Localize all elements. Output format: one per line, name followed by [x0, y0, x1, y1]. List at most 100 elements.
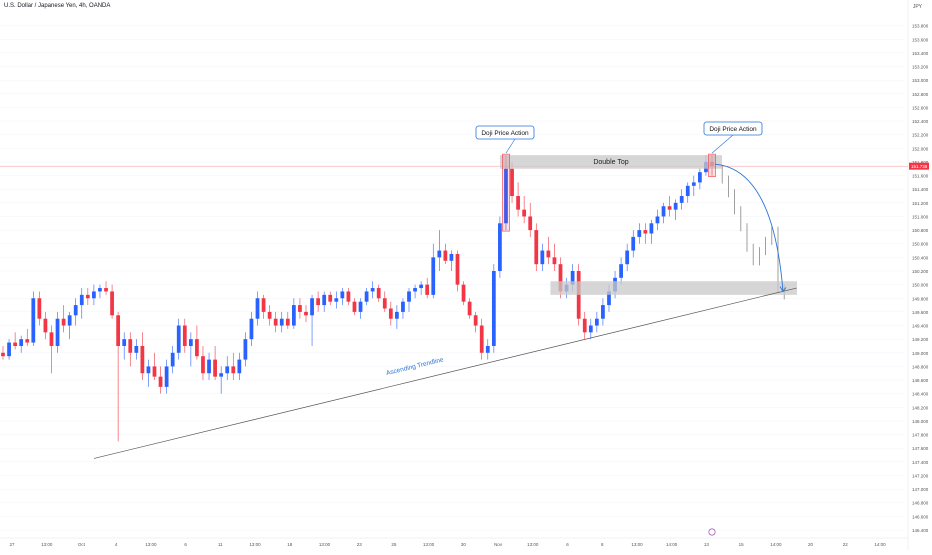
candle[interactable] [79, 294, 84, 306]
candle[interactable] [431, 257, 436, 295]
support-zone[interactable] [550, 281, 797, 295]
candle[interactable] [328, 294, 333, 302]
candle[interactable] [188, 339, 193, 346]
candle[interactable] [261, 298, 266, 312]
candle[interactable] [461, 284, 466, 302]
candle[interactable] [425, 284, 430, 295]
candle[interactable] [485, 345, 490, 353]
candle[interactable] [207, 359, 211, 374]
candle[interactable] [625, 250, 630, 265]
candle[interactable] [164, 366, 169, 387]
candle[interactable] [1, 352, 5, 357]
candle[interactable] [679, 196, 684, 203]
candle[interactable] [285, 318, 290, 326]
candle[interactable] [649, 223, 654, 234]
candle[interactable] [92, 291, 96, 299]
candle[interactable] [304, 311, 308, 316]
candle[interactable] [182, 325, 187, 346]
candle[interactable] [243, 339, 248, 360]
candle[interactable] [73, 305, 78, 316]
candle[interactable] [601, 305, 605, 319]
candle[interactable] [140, 345, 145, 374]
candle[interactable] [401, 301, 405, 312]
candle[interactable] [449, 253, 454, 261]
candle[interactable] [364, 291, 369, 302]
candle[interactable] [358, 301, 363, 312]
candle[interactable] [43, 318, 48, 333]
candle[interactable] [667, 206, 672, 210]
candle[interactable] [122, 339, 127, 346]
candle[interactable] [552, 257, 557, 265]
candle[interactable] [25, 339, 30, 343]
candle[interactable] [146, 366, 151, 374]
candle[interactable] [376, 288, 381, 299]
candle[interactable] [570, 271, 575, 285]
candle[interactable] [370, 288, 375, 292]
candle[interactable] [31, 298, 36, 343]
candle[interactable] [37, 298, 42, 319]
candle[interactable] [128, 339, 133, 353]
candle[interactable] [310, 298, 314, 316]
candle[interactable] [594, 318, 599, 326]
candle[interactable] [655, 216, 660, 224]
candle[interactable] [158, 376, 163, 387]
candle[interactable] [631, 236, 636, 251]
candle[interactable] [7, 342, 11, 357]
candle[interactable] [395, 311, 399, 319]
candle[interactable] [491, 271, 496, 346]
candle[interactable] [382, 298, 387, 309]
candle[interactable] [231, 366, 236, 374]
candle[interactable] [213, 359, 217, 377]
candle[interactable] [49, 332, 54, 346]
doji-callout-left-box[interactable] [475, 125, 535, 140]
candle[interactable] [588, 325, 593, 333]
candle[interactable] [619, 264, 623, 278]
candle[interactable] [467, 301, 472, 316]
candle[interactable] [237, 359, 242, 374]
ascending-trendline[interactable] [93, 287, 797, 459]
candle[interactable] [437, 250, 442, 258]
candle[interactable] [522, 209, 527, 217]
candle[interactable] [388, 308, 393, 319]
candle[interactable] [19, 339, 24, 346]
event-marker-icon[interactable] [708, 528, 716, 536]
candle[interactable] [249, 318, 254, 340]
candle[interactable] [170, 352, 175, 367]
candle[interactable] [546, 250, 551, 258]
candle[interactable] [255, 298, 260, 319]
candle[interactable] [13, 342, 17, 346]
candle[interactable] [352, 301, 357, 312]
candle[interactable] [540, 250, 545, 265]
candle[interactable] [316, 298, 320, 306]
candle[interactable] [298, 305, 302, 312]
candle[interactable] [528, 216, 533, 231]
candle[interactable] [607, 291, 611, 306]
candle[interactable] [637, 230, 642, 237]
candle[interactable] [407, 291, 411, 302]
candle[interactable] [273, 318, 278, 326]
candle[interactable] [479, 325, 484, 353]
candle[interactable] [98, 288, 102, 292]
doji-highlight-box[interactable] [502, 153, 510, 232]
candle[interactable] [110, 291, 114, 316]
double-top-zone[interactable] [499, 155, 722, 169]
candle[interactable] [85, 294, 90, 299]
candle[interactable] [201, 356, 205, 374]
candle[interactable] [455, 253, 460, 285]
candle[interactable] [691, 182, 696, 186]
candle[interactable] [279, 318, 284, 326]
candle[interactable] [685, 185, 690, 197]
candle[interactable] [698, 172, 702, 183]
candle[interactable] [413, 288, 417, 292]
candle[interactable] [582, 318, 587, 333]
candle[interactable] [534, 230, 539, 265]
candle[interactable] [510, 168, 514, 197]
candle[interactable] [661, 206, 666, 217]
candle[interactable] [55, 318, 60, 346]
candle[interactable] [219, 373, 224, 377]
candle[interactable] [225, 366, 230, 374]
candle[interactable] [673, 202, 678, 210]
candle[interactable] [340, 291, 345, 299]
candle[interactable] [176, 325, 181, 353]
